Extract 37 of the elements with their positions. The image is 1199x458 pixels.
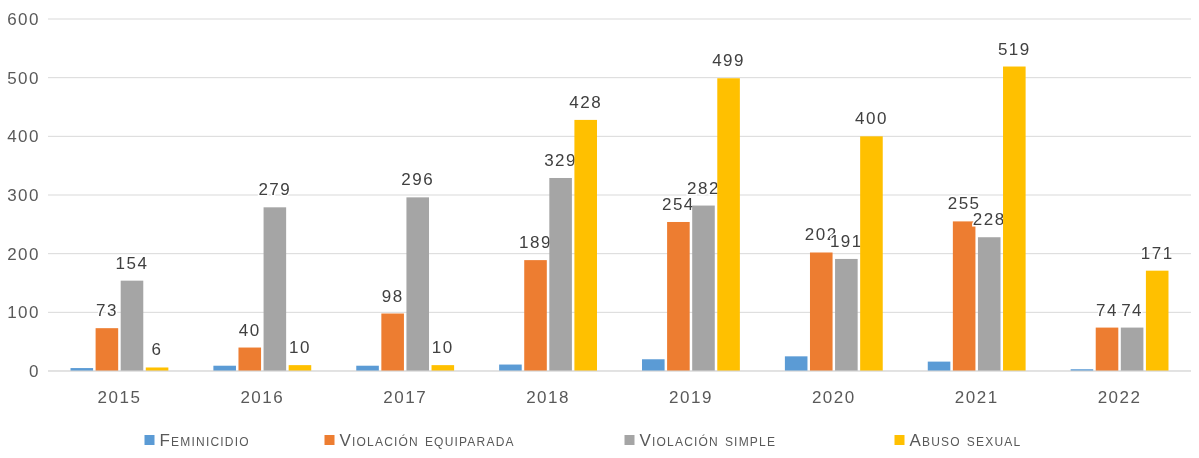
y-tick-label: 500 bbox=[7, 68, 40, 88]
x-tick-label: 2022 bbox=[1097, 388, 1142, 407]
x-tick-label: 2016 bbox=[240, 388, 285, 407]
y-tick-label: 200 bbox=[7, 244, 40, 264]
data-label: 10 bbox=[431, 338, 454, 358]
data-label: 74 bbox=[1096, 300, 1118, 320]
data-label: 400 bbox=[855, 109, 888, 129]
legend-label: Abuso sexual bbox=[909, 431, 1022, 450]
y-tick-label: 300 bbox=[7, 185, 40, 205]
data-label: 40 bbox=[238, 320, 261, 340]
data-label: 519 bbox=[997, 39, 1031, 59]
data-label: 154 bbox=[115, 253, 149, 273]
y-tick-label: 0 bbox=[29, 361, 40, 381]
data-label: 171 bbox=[1140, 243, 1174, 263]
data-label: 6 bbox=[151, 340, 163, 360]
data-label: 73 bbox=[95, 301, 118, 321]
data-label: 189 bbox=[519, 233, 552, 253]
x-tick-label: 2019 bbox=[669, 388, 713, 407]
legend-label: Feminicidio bbox=[159, 431, 250, 450]
data-label: 254 bbox=[661, 194, 695, 214]
y-tick-label: 600 bbox=[7, 9, 40, 29]
data-label: 74 bbox=[1121, 300, 1144, 320]
x-tick-label: 2020 bbox=[811, 388, 856, 407]
legend-label: Violación equiparada bbox=[339, 431, 515, 450]
data-label: 98 bbox=[381, 286, 404, 306]
x-tick-label: 2017 bbox=[383, 388, 428, 407]
data-label: 428 bbox=[569, 92, 603, 112]
data-label: 279 bbox=[258, 180, 292, 200]
y-tick-label: 400 bbox=[7, 127, 40, 147]
data-label: 296 bbox=[401, 170, 435, 190]
x-tick-label: 2021 bbox=[954, 388, 999, 407]
y-tick-label: 100 bbox=[7, 303, 40, 323]
data-label: 499 bbox=[712, 51, 746, 71]
x-tick-label: 2018 bbox=[526, 388, 570, 407]
x-tick-label: 2015 bbox=[97, 388, 142, 407]
data-label: 10 bbox=[288, 338, 311, 358]
legend-label: Violación simple bbox=[639, 431, 777, 450]
